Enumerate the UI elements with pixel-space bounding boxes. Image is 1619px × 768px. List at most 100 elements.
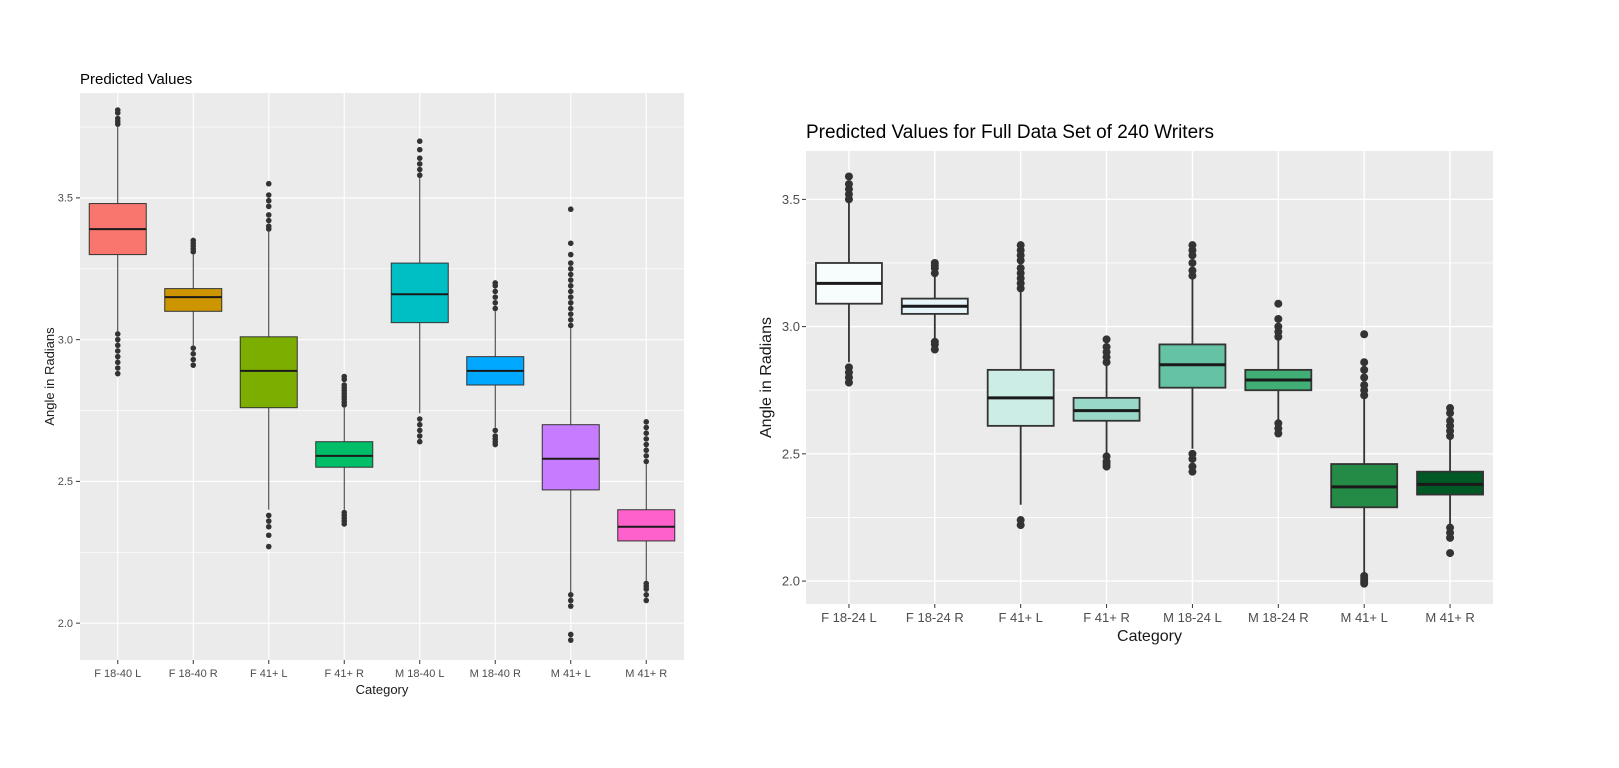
outlier-point (643, 436, 650, 442)
outlier-point (416, 438, 423, 445)
outlier-point (567, 322, 574, 329)
outlier-point (265, 197, 272, 204)
plot-panel (806, 151, 1493, 604)
box-1 (88, 107, 147, 377)
outlier-point (643, 458, 650, 465)
outlier-point (114, 331, 121, 337)
outlier-point (567, 288, 574, 295)
y-tick-label: 2.0 (58, 618, 73, 630)
outlier-point (492, 427, 499, 434)
box-5 (1158, 241, 1227, 476)
outlier-point (567, 317, 574, 323)
outlier-point (265, 212, 272, 218)
outlier-point (1016, 264, 1025, 273)
chart-title: Predicted Values (80, 71, 192, 88)
y-axis-label: Angle in Radians (42, 327, 57, 426)
outlier-point (265, 192, 272, 198)
y-tick-label: 3.0 (782, 319, 800, 334)
outlier-point (265, 518, 272, 524)
outlier-point (1016, 241, 1025, 250)
outlier-point (114, 107, 121, 113)
outlier-point (1446, 416, 1455, 425)
box-4 (1072, 335, 1141, 471)
chart-2: Predicted Values for Full Data Set of 24… (758, 122, 1493, 645)
outlier-point (643, 580, 650, 587)
outlier-point (265, 180, 272, 187)
outlier-point (567, 637, 574, 643)
outlier-point (643, 430, 650, 437)
outlier-point (567, 299, 574, 306)
chart-title: Predicted Values for Full Data Set of 24… (806, 122, 1214, 143)
outlier-point (416, 427, 423, 434)
outlier-point (416, 416, 423, 422)
box-3 (239, 180, 298, 550)
outlier-point (1360, 330, 1369, 339)
outlier-point (1188, 266, 1197, 275)
outlier-point (1188, 449, 1197, 458)
outlier-point (844, 172, 853, 181)
outlier-point (114, 348, 121, 354)
outlier-point (1360, 572, 1369, 581)
outlier-point (567, 265, 574, 272)
y-tick-label: 2.5 (58, 476, 73, 488)
outlier-point (1360, 358, 1369, 367)
outlier-point (114, 342, 121, 349)
x-tick-label: F 18-24 L (821, 610, 877, 625)
outlier-point (114, 353, 121, 360)
outlier-point (492, 433, 499, 439)
outlier-point (190, 237, 197, 244)
outlier-point (930, 337, 939, 346)
box-iqr (315, 441, 374, 468)
box-8 (617, 419, 676, 604)
outlier-point (190, 351, 197, 357)
outlier-point (265, 543, 272, 550)
x-tick-label: M 18-40 L (395, 668, 445, 680)
outlier-point (567, 294, 574, 300)
box-1 (815, 172, 883, 387)
outlier-point (492, 299, 499, 306)
outlier-point (265, 223, 272, 230)
outlier-point (1360, 381, 1369, 390)
outlier-point (265, 203, 272, 210)
box-5 (390, 138, 449, 445)
outlier-point (1274, 314, 1283, 323)
x-tick-label: M 18-40 R (470, 668, 521, 680)
box-2 (900, 258, 969, 354)
outlier-point (416, 166, 423, 173)
box-iqr (164, 288, 223, 312)
box-2 (164, 237, 223, 368)
chart-1: Predicted Values 2.0 2.5 3.0 3.5 F 18-40 L F 1… (42, 71, 684, 697)
outlier-point (1102, 452, 1111, 461)
outlier-point (190, 356, 197, 363)
outlier-point (265, 523, 272, 530)
outlier-point (1274, 299, 1283, 308)
x-tick-label: F 18-24 R (906, 610, 964, 625)
outlier-point (1446, 523, 1455, 532)
outlier-point (114, 336, 121, 343)
outlier-point (114, 365, 121, 371)
outlier-point (416, 146, 423, 153)
outlier-point (643, 424, 650, 431)
outlier-point (1274, 322, 1283, 331)
outlier-point (567, 271, 574, 278)
outlier-point (341, 373, 348, 380)
outlier-point (341, 509, 348, 516)
x-tick-label: F 41+ R (1083, 610, 1130, 625)
y-axis-label: Angle in Radians (758, 317, 775, 438)
outlier-point (643, 597, 650, 604)
outlier-point (567, 206, 574, 213)
outlier-point (567, 251, 574, 258)
x-tick-label: F 41+ L (998, 610, 1042, 625)
x-tick-label: M 41+ L (551, 668, 591, 680)
x-tick-label: M 18-24 R (1248, 610, 1309, 625)
outlier-point (1446, 549, 1455, 558)
outlier-point (114, 370, 121, 377)
outlier-point (114, 115, 121, 122)
outlier-point (930, 258, 939, 267)
outlier-point (265, 512, 272, 519)
outlier-point (643, 591, 650, 598)
outlier-point (1188, 241, 1197, 250)
outlier-point (567, 311, 574, 317)
box-7 (541, 206, 600, 643)
box-6 (1244, 299, 1313, 438)
